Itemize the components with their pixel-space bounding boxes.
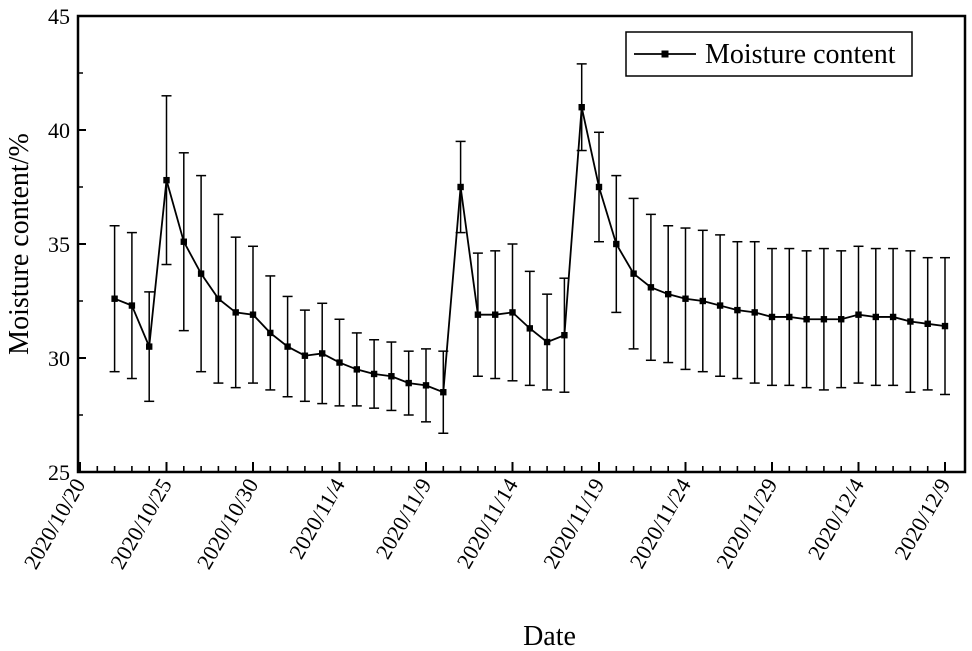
y-tick-label: 45 xyxy=(48,4,70,29)
x-tick-label: 2020/11/24 xyxy=(624,474,695,573)
data-point xyxy=(215,295,222,302)
data-point xyxy=(249,311,257,318)
x-tick-label: 2020/10/30 xyxy=(192,474,264,573)
data-point xyxy=(751,309,758,316)
data-point xyxy=(838,316,845,323)
data-point xyxy=(855,311,862,318)
x-tick-label: 2020/11/4 xyxy=(284,474,350,563)
y-tick-label: 35 xyxy=(48,232,70,257)
data-point xyxy=(232,309,239,316)
legend: Moisture content xyxy=(625,31,913,77)
y-tick-label: 25 xyxy=(48,460,70,485)
x-tick-label: 2020/11/9 xyxy=(370,474,436,563)
data-point xyxy=(543,338,551,346)
y-tick-label: 40 xyxy=(48,118,70,143)
data-point xyxy=(284,343,291,350)
data-point xyxy=(665,290,672,298)
plot-frame xyxy=(76,14,967,474)
data-point xyxy=(820,316,828,323)
data-point xyxy=(924,320,931,327)
x-axis-title: Date xyxy=(523,621,576,651)
data-point xyxy=(128,302,136,309)
data-point xyxy=(941,322,949,330)
data-point xyxy=(786,313,793,321)
y-tick-label: 30 xyxy=(48,346,70,371)
data-point xyxy=(630,270,637,277)
axes-layer: 25 30 35 40 45 2020/10/20 2020/10/25 2020/10/30… xyxy=(19,4,956,573)
data-point xyxy=(907,318,914,325)
data-point xyxy=(595,183,603,191)
data-point xyxy=(561,332,568,339)
data-point xyxy=(197,270,205,277)
data-point xyxy=(301,352,309,359)
data-point xyxy=(146,343,153,350)
data-point xyxy=(578,104,585,111)
x-tick-label: 2020/12/4 xyxy=(803,474,869,564)
data-point xyxy=(492,311,499,318)
data-point xyxy=(872,313,879,321)
data-point xyxy=(803,316,810,323)
data-point xyxy=(319,350,326,357)
legend-marker-swatch xyxy=(661,50,669,58)
data-point xyxy=(405,379,412,387)
data-point xyxy=(889,313,897,321)
plot-layer xyxy=(109,63,950,434)
data-point xyxy=(440,389,447,396)
x-tick-label: 2020/12/9 xyxy=(889,474,955,564)
x-tick-label: 2020/10/25 xyxy=(105,474,177,573)
data-point xyxy=(474,311,482,318)
data-point xyxy=(336,359,343,366)
data-point xyxy=(180,238,187,245)
x-tick-label: 2020/11/29 xyxy=(711,474,782,573)
x-tick-label: 2020/11/14 xyxy=(451,474,522,573)
data-point xyxy=(111,295,118,302)
x-tick-label: 2020/11/19 xyxy=(538,474,609,573)
data-point xyxy=(163,176,170,184)
data-point xyxy=(613,240,620,248)
data-point xyxy=(370,370,378,378)
data-point xyxy=(353,366,360,373)
y-axis-title: Moisture content/% xyxy=(4,133,35,355)
x-tick-label: 2020/10/20 xyxy=(19,474,91,573)
data-point xyxy=(267,329,274,337)
data-point xyxy=(388,373,395,380)
data-point xyxy=(768,313,776,321)
data-point xyxy=(734,306,741,314)
data-point xyxy=(682,295,689,302)
data-point xyxy=(647,284,655,291)
data-point xyxy=(716,302,724,309)
data-point xyxy=(699,297,706,305)
data-point xyxy=(509,309,516,316)
data-point xyxy=(457,183,464,191)
data-point xyxy=(526,325,533,332)
legend-entry-label: Moisture content xyxy=(705,39,896,70)
data-point xyxy=(422,382,430,389)
